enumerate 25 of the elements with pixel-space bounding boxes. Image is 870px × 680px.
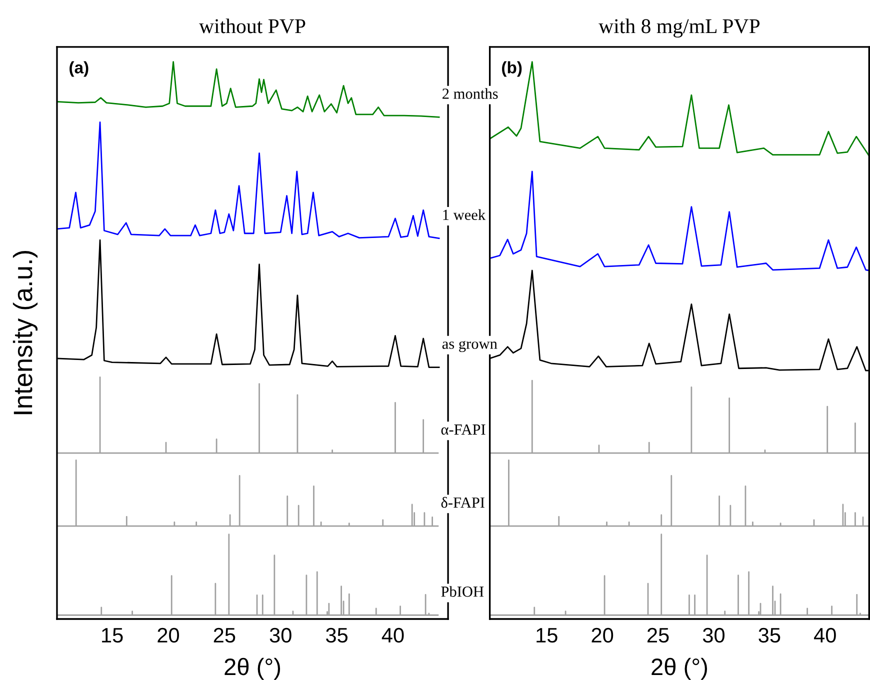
x-tick-label: 30 [702, 628, 724, 643]
x-tick-label: 40 [814, 628, 836, 643]
series-label: δ-FAPI [441, 496, 484, 508]
chart-title: with 8 mg/mL PVP [598, 18, 760, 38]
x-tick-label: 15 [536, 628, 558, 643]
x-tick-label: 30 [270, 628, 292, 643]
x-tick-label: 25 [647, 628, 669, 643]
series-label: α-FAPI [441, 424, 486, 435]
x-tick-label: 20 [158, 628, 180, 643]
chart-title: without PVP [198, 18, 306, 34]
x-tick-label: 25 [214, 628, 236, 643]
x-axis-title: 2θ (°) [224, 658, 280, 680]
x-tick-label: 40 [382, 628, 404, 643]
annotation: (a) [70, 61, 88, 77]
series-label: PbIOH [441, 586, 484, 597]
x-tick-label: 20 [592, 628, 614, 643]
x-axis-title: 2θ (°) [652, 658, 708, 680]
series-label: 1 week [443, 209, 486, 220]
y-axis-title: Intensity (a.u.) [12, 250, 38, 414]
x-tick-label: 15 [102, 628, 123, 643]
annotation: (b) [502, 61, 522, 77]
x-tick-label: 35 [326, 628, 348, 643]
series-label: 2 months [442, 88, 498, 99]
x-tick-label: 35 [758, 628, 780, 643]
series-label: as grown [442, 340, 498, 352]
